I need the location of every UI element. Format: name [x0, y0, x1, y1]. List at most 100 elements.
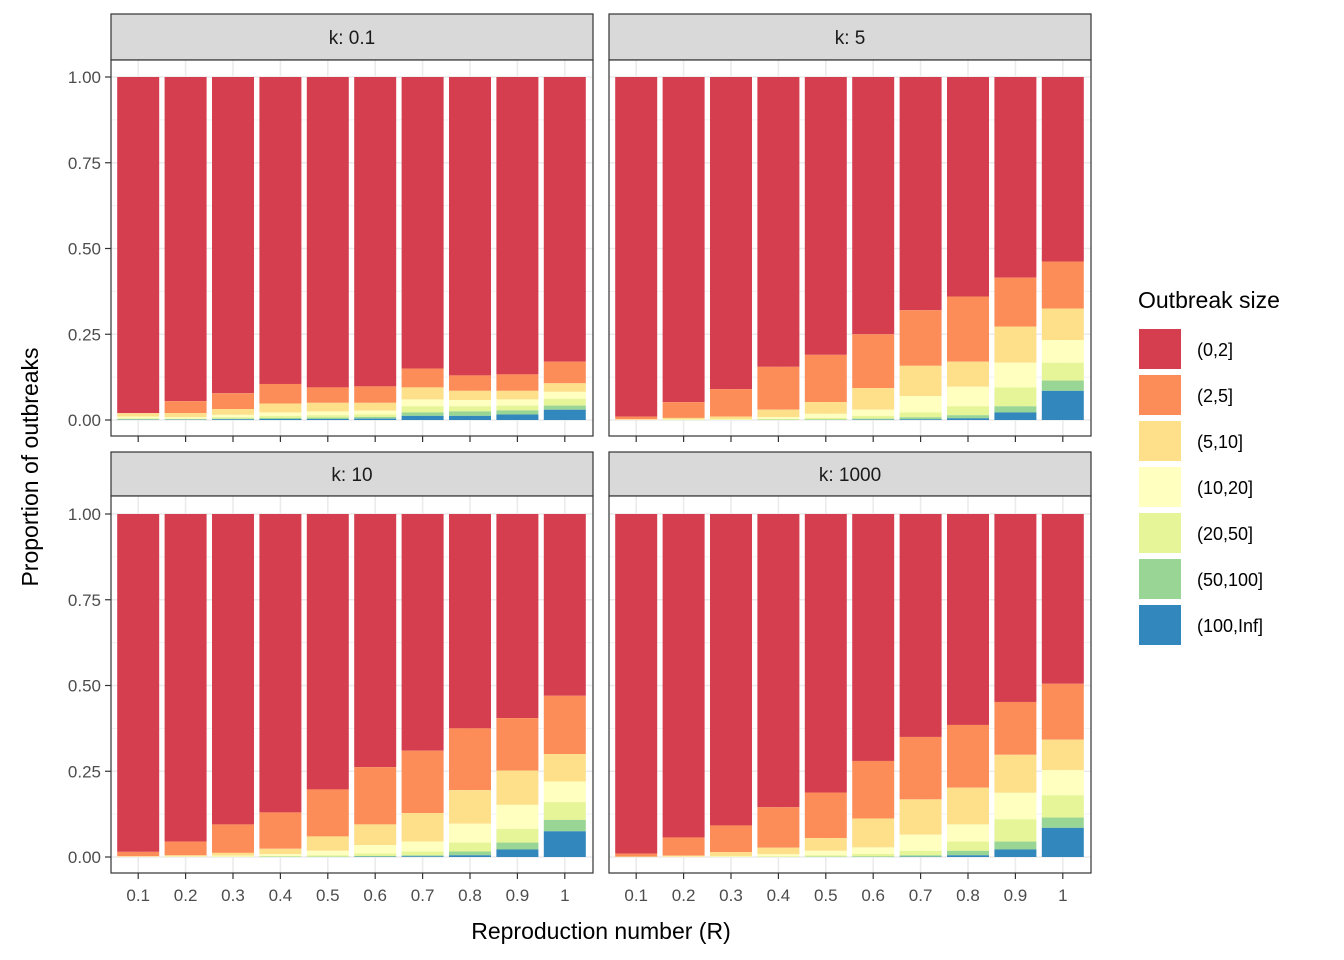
y-tick-label: 0.75: [68, 154, 101, 173]
bar-segment-(5,10]: [259, 403, 302, 413]
bar-segment-(100,Inf]: [496, 414, 539, 420]
bar-stack-r-0.3: [212, 514, 254, 857]
bar-segment-(20,50]: [449, 842, 491, 852]
bar-segment-(5,10]: [306, 402, 349, 412]
bar-segment-(2,5]: [852, 760, 895, 819]
bar-stack-r-0.5: [804, 514, 847, 857]
bar-segment-(0,2]: [259, 514, 302, 813]
bar-segment-(2,5]: [164, 401, 207, 414]
bar-stack-r-0.9: [994, 514, 1037, 857]
bar-segment-(10,20]: [354, 844, 397, 854]
bar-segment-(100,Inf]: [401, 415, 444, 420]
bar-stack-r-0.7: [899, 514, 942, 857]
bar-segment-(2,5]: [947, 724, 989, 788]
bar-segment-(20,50]: [804, 417, 847, 420]
bar-segment-(2,5]: [117, 851, 160, 857]
bar-segment-(0,2]: [164, 514, 207, 842]
bar-segment-(2,5]: [899, 736, 942, 800]
bar-segment-(20,50]: [496, 828, 539, 843]
bar-segment-(50,100]: [401, 855, 444, 857]
bar-segment-(20,50]: [164, 418, 207, 420]
bar-segment-(0,2]: [662, 514, 705, 838]
x-tick-label: 0.2: [672, 886, 696, 905]
bar-segment-(20,50]: [852, 853, 895, 857]
bar-segment-(5,10]: [1041, 308, 1084, 341]
bar-segment-(20,50]: [852, 415, 895, 419]
legend-label: (10,20]: [1197, 478, 1253, 498]
y-tick-label: 1.00: [68, 505, 101, 524]
bar-segment-(100,Inf]: [1041, 827, 1084, 857]
bar-segment-(10,20]: [449, 400, 491, 407]
bar-stack-r-0.9: [496, 77, 539, 420]
bar-segment-(2,5]: [449, 728, 491, 791]
bar-segment-(50,100]: [994, 841, 1037, 850]
legend-item: (0,2]: [1139, 329, 1233, 369]
bar-segment-(2,5]: [852, 334, 895, 389]
x-tick-label: 0.3: [221, 886, 245, 905]
bar-segment-(20,50]: [117, 418, 160, 420]
bar-segment-(2,5]: [354, 386, 397, 403]
bar-segment-(20,50]: [757, 418, 800, 420]
bar-segment-(50,100]: [1041, 817, 1084, 828]
bar-segment-(5,10]: [804, 838, 847, 851]
bar-segment-(10,20]: [1041, 340, 1084, 363]
x-tick-label: 0.4: [269, 886, 293, 905]
legend-item: (100,Inf]: [1139, 605, 1263, 645]
bar-segment-(10,20]: [899, 395, 942, 413]
bar-segment-(5,10]: [899, 799, 942, 835]
facet-strip: [608, 451, 1092, 497]
bar-stack-r-0.3: [710, 514, 752, 857]
bar-segment-(20,50]: [994, 819, 1037, 842]
legend: Outbreak size (0,2] (2,5] (5,10] (10,20] (20,…: [1138, 287, 1280, 645]
bar-segment-(5,10]: [117, 413, 160, 417]
bar-segment-(10,20]: [449, 823, 491, 843]
bar-segment-(50,100]: [259, 417, 302, 419]
bar-segment-(10,20]: [852, 847, 895, 854]
facet-strip-label: k: 10: [331, 465, 372, 486]
bar-segment-(10,20]: [259, 854, 302, 856]
bar-stack-r-0.9: [994, 77, 1037, 420]
bar-segment-(50,100]: [543, 819, 586, 832]
legend-item: (2,5]: [1139, 375, 1233, 415]
bar-segment-(0,2]: [306, 514, 349, 790]
bar-segment-(5,10]: [947, 787, 989, 825]
bar-stack-r-0.7: [899, 77, 942, 420]
bar-segment-(0,2]: [212, 77, 254, 394]
bar-segment-(20,50]: [354, 414, 397, 417]
bar-segment-(0,2]: [212, 514, 254, 825]
bar-segment-(10,20]: [710, 855, 752, 857]
bar-segment-(10,20]: [401, 399, 444, 407]
bar-segment-(50,100]: [496, 410, 539, 415]
bar-segment-(0,2]: [117, 514, 160, 852]
bar-segment-(0,2]: [496, 77, 539, 375]
bar-segment-(5,10]: [449, 790, 491, 824]
bar-segment-(20,50]: [899, 412, 942, 418]
bar-segment-(2,5]: [306, 387, 349, 403]
bar-segment-(0,2]: [899, 77, 942, 311]
x-tick-label: 0.6: [363, 886, 387, 905]
bar-segment-(100,Inf]: [449, 415, 491, 420]
bar-segment-(5,10]: [164, 413, 207, 418]
bar-stack-r-0.2: [662, 77, 705, 420]
bar-stack-r-0.2: [164, 514, 207, 857]
bar-segment-(100,Inf]: [543, 409, 586, 420]
bar-stack-r-0.4: [757, 77, 800, 420]
bar-segment-(5,10]: [662, 417, 705, 420]
facet-panel-k-0.1: k: 0.1 0.00 0.25 0.50 0.75 1.00: [68, 13, 594, 442]
bar-segment-(10,20]: [757, 854, 800, 857]
bar-segment-(2,5]: [543, 361, 586, 384]
legend-item: (10,20]: [1139, 467, 1253, 507]
bar-segment-(10,20]: [496, 804, 539, 829]
bar-segment-(20,50]: [306, 855, 349, 857]
bar-segment-(10,20]: [306, 850, 349, 856]
facet-strip-label: k: 5: [835, 28, 866, 49]
bar-segment-(0,2]: [496, 514, 539, 719]
bar-segment-(20,50]: [757, 856, 800, 857]
bar-segment-(0,2]: [852, 77, 895, 335]
bar-segment-(10,20]: [164, 417, 207, 419]
bar-segment-(0,2]: [449, 514, 491, 729]
bar-segment-(50,100]: [543, 405, 586, 410]
bar-segment-(0,2]: [1041, 514, 1084, 684]
bar-segment-(2,5]: [757, 807, 800, 848]
bar-segment-(5,10]: [543, 383, 586, 392]
